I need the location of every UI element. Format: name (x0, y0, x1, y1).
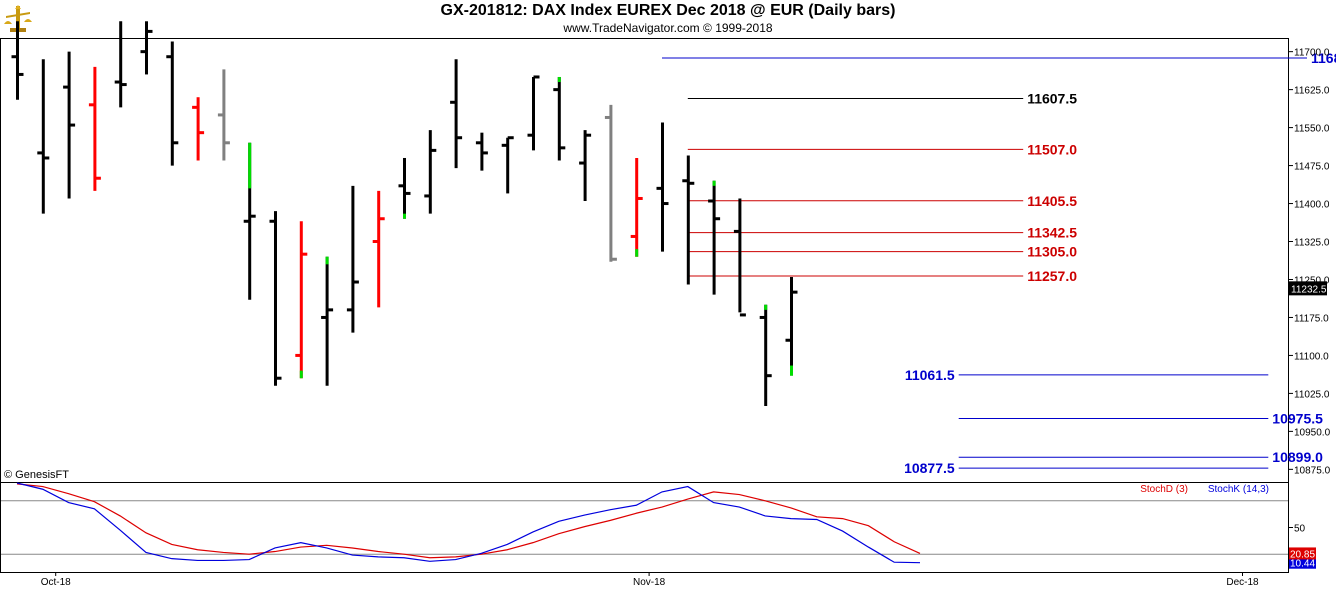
level-label: 11687.5 (1311, 50, 1336, 66)
ohlc-bar[interactable] (553, 76, 566, 161)
y-tick-label: 11250.0 (1294, 275, 1330, 286)
level-label: 11257.0 (1027, 268, 1077, 284)
ohlc-bar[interactable] (321, 256, 334, 386)
chart-title: GX-201812: DAX Index EUREX Dec 2018 @ EU… (440, 2, 896, 19)
level-label: 11607.5 (1027, 90, 1077, 106)
stoch-y-tick-label: 50 (1294, 524, 1306, 535)
ohlc-bar[interactable] (708, 180, 721, 295)
ohlc-bar[interactable] (11, 21, 24, 100)
ohlc-bar[interactable] (88, 66, 101, 191)
last-price-marker (1289, 281, 1327, 296)
ohlc-bar[interactable] (63, 51, 76, 199)
y-tick-label: 10950.0 (1294, 427, 1331, 438)
ohlc-bar[interactable] (630, 157, 643, 257)
y-tick-label: 11700.0 (1294, 48, 1330, 59)
ohlc-bar[interactable] (192, 97, 205, 161)
level-label: 11507.0 (1027, 141, 1077, 157)
ohlc-bar[interactable] (579, 130, 592, 202)
stoch-d-value-label: 20.85 (1290, 549, 1315, 560)
level-label: 10899.0 (1272, 449, 1323, 465)
ohlc-bar[interactable] (217, 69, 230, 161)
stoch-d-legend: StochD (3) (1140, 484, 1188, 495)
level-label: 10975.5 (1272, 410, 1323, 426)
watermark-text: © GenesisFT (4, 469, 69, 481)
ohlc-bar[interactable] (243, 142, 256, 300)
ohlc-bar[interactable] (114, 21, 127, 108)
price-panel-frame (0, 38, 1289, 483)
y-tick-label: 11550.0 (1294, 124, 1330, 135)
level-label: 10877.5 (904, 460, 955, 476)
ohlc-bar[interactable] (166, 41, 179, 166)
stoch-d-value-badge (1289, 547, 1316, 560)
y-tick-label: 11175.0 (1294, 313, 1329, 324)
ohlc-bar[interactable] (424, 130, 437, 214)
ohlc-bar[interactable] (527, 75, 540, 151)
level-label: 11405.5 (1027, 193, 1077, 209)
level-label: 11061.5 (905, 367, 955, 383)
stoch-k-legend: StochK (14,3) (1208, 484, 1269, 495)
ohlc-bar[interactable] (372, 190, 385, 308)
y-tick-label: 11625.0 (1294, 86, 1330, 97)
ohlc-bar[interactable] (140, 21, 153, 75)
ohlc-bar[interactable] (759, 304, 772, 407)
y-tick-label: 11100.0 (1294, 351, 1329, 362)
ohlc-bar[interactable] (295, 221, 308, 379)
y-tick-label: 11325.0 (1294, 238, 1330, 249)
level-label: 11342.5 (1027, 225, 1077, 241)
last-price-label: 11232.5 (1291, 284, 1327, 295)
stoch-k-value-badge (1289, 557, 1316, 569)
y-tick-label: 10875.0 (1294, 465, 1331, 476)
ohlc-bar[interactable] (450, 59, 463, 169)
y-tick-label: 11400.0 (1294, 200, 1330, 211)
stoch-d-line (16, 483, 921, 559)
ohlc-bar[interactable] (501, 136, 514, 194)
x-tick-label: Dec-18 (1226, 577, 1259, 588)
y-tick-label: 11475.0 (1294, 162, 1330, 173)
stoch-k-value-label: 10.44 (1290, 559, 1315, 570)
ohlc-bar[interactable] (398, 157, 411, 219)
ohlc-bar[interactable] (346, 185, 359, 333)
ohlc-bar[interactable] (682, 155, 695, 285)
ohlc-bar[interactable] (733, 198, 746, 317)
level-label: 11305.0 (1027, 244, 1077, 260)
stoch-k-line (16, 482, 921, 564)
x-tick-label: Oct-18 (41, 577, 71, 588)
ohlc-bar[interactable] (37, 59, 50, 214)
stochastic-panel-frame (0, 482, 1289, 573)
y-tick-label: 11025.0 (1294, 389, 1330, 400)
ohlc-bar[interactable] (475, 132, 488, 171)
chart-subtitle: www.TradeNavigator.com © 1999-2018 (563, 21, 773, 35)
ohlc-bar[interactable] (269, 211, 282, 386)
x-tick-label: Nov-18 (633, 577, 666, 588)
ohlc-bar[interactable] (604, 104, 617, 262)
ohlc-bar[interactable] (656, 122, 669, 252)
ohlc-bar[interactable] (785, 276, 798, 376)
